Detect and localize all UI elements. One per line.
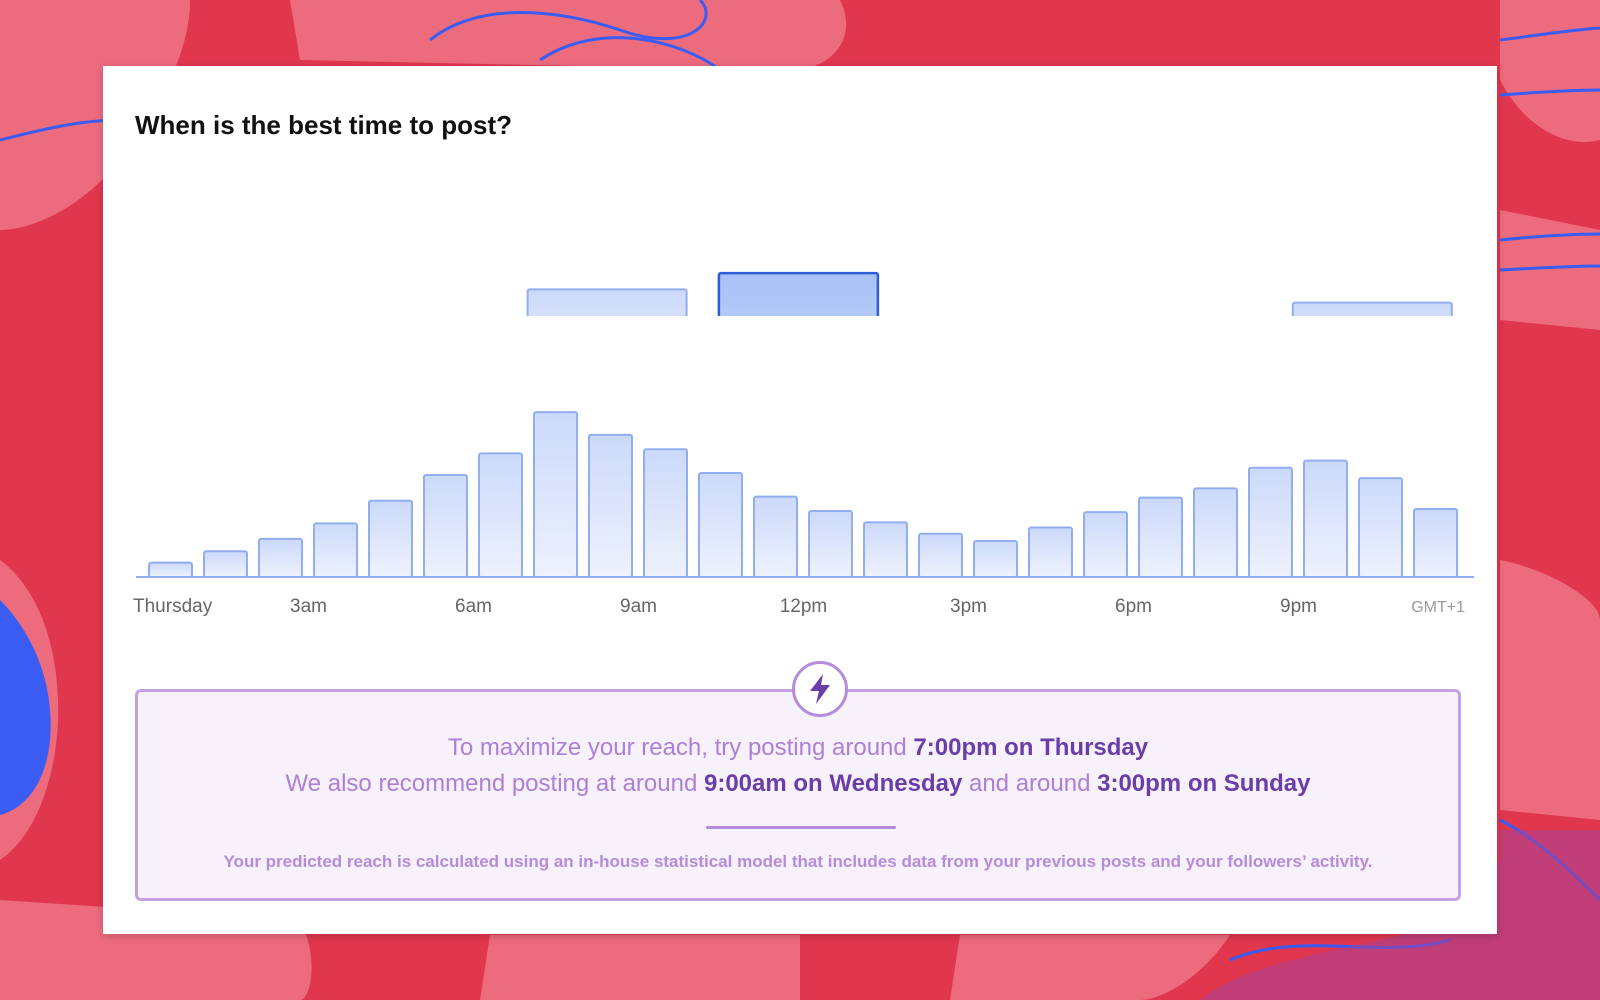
hour-bar[interactable] [258, 537, 303, 578]
background-blob [950, 935, 1230, 1000]
hour-bar[interactable] [973, 539, 1018, 578]
hour-bar[interactable] [808, 510, 853, 578]
hour-bar[interactable] [643, 448, 688, 579]
hour-bar[interactable] [1358, 477, 1403, 578]
best-time-card: When is the best time to post? MondayTue… [103, 66, 1497, 934]
background-scribble [1499, 88, 1600, 97]
hour-bar[interactable] [148, 561, 193, 578]
background-scribble [539, 36, 721, 72]
recommendation-box: To maximize your reach, try posting arou… [135, 661, 1461, 901]
hour-bar[interactable] [1083, 511, 1128, 578]
background-scribble [429, 0, 708, 42]
recommended-time-primary: 7:00pm on Thursday [913, 734, 1149, 761]
divider [706, 826, 896, 829]
hour-bar[interactable] [698, 471, 743, 578]
hour-tick-label: 6am [455, 596, 492, 617]
recommendation-conjunction: and around [968, 770, 1091, 797]
day-bar-thursday[interactable] [717, 271, 880, 316]
recommended-time-secondary-1: 9:00am on Wednesday [703, 770, 963, 797]
timezone-label: GMT+1 [1411, 599, 1465, 616]
hour-tick-label: 3am [290, 596, 327, 617]
hour-bar[interactable] [863, 521, 908, 579]
hour-bar[interactable] [753, 495, 798, 578]
background-blob [480, 935, 800, 1000]
hour-bar[interactable] [918, 532, 963, 578]
background-blob [0, 600, 51, 815]
day-reach-chart: MondayTuesdayWednesdayThursdayFridaySatu… [526, 271, 1453, 316]
hour-bar[interactable] [313, 522, 358, 579]
page-title: When is the best time to post? [135, 110, 513, 140]
background-blob [0, 0, 190, 230]
lightning-bolt-icon [792, 661, 848, 717]
background-blob [1500, 210, 1600, 330]
hour-tick-label: 9am [620, 596, 657, 617]
hour-tick-label: 3pm [950, 596, 987, 617]
hour-bar[interactable] [1413, 508, 1458, 578]
hour-bar[interactable] [203, 550, 248, 579]
recommended-time-secondary-2: 3:00pm on Sunday [1097, 770, 1311, 797]
background-blob [290, 0, 847, 72]
hour-tick-label: 12pm [780, 596, 828, 617]
hour-bar[interactable] [478, 452, 523, 579]
hour-bar[interactable] [423, 474, 468, 578]
background-blob [1500, 0, 1600, 142]
background-blob [1500, 560, 1600, 820]
hour-bar[interactable] [533, 411, 578, 578]
hour-bar[interactable] [1138, 496, 1183, 578]
background-speckle [1200, 830, 1600, 1000]
recommendation-prefix: To maximize your reach, try posting arou… [447, 734, 907, 761]
day-bar-wednesday[interactable] [526, 288, 688, 316]
hour-bar[interactable] [1193, 487, 1238, 579]
hour-reach-chart: Thursday 3am 6am 9am 12pm 3pm 6pm 9pm GMT+1 [133, 411, 1474, 617]
background-scribble [1499, 232, 1600, 242]
hour-tick-label: 9pm [1280, 596, 1317, 617]
hour-bar[interactable] [588, 433, 633, 578]
hour-bar[interactable] [368, 499, 413, 578]
day-bar-sunday[interactable] [1291, 301, 1453, 316]
hour-bar[interactable] [1028, 526, 1073, 578]
model-note: Your predicted reach is calculated using… [223, 852, 1373, 871]
recommendation-prefix-secondary: We also recommend posting at around [285, 770, 698, 797]
hour-tick-label: Thursday [133, 596, 213, 617]
primary-recommendation: To maximize your reach, try posting arou… [138, 734, 1458, 762]
secondary-recommendation: We also recommend posting at around 9:00… [138, 770, 1458, 798]
background-scribble [1499, 264, 1600, 272]
hour-tick-label: 6pm [1115, 596, 1152, 617]
hour-bar[interactable] [1303, 459, 1348, 578]
hour-bar[interactable] [1248, 466, 1293, 578]
background-scribble [1499, 26, 1600, 42]
